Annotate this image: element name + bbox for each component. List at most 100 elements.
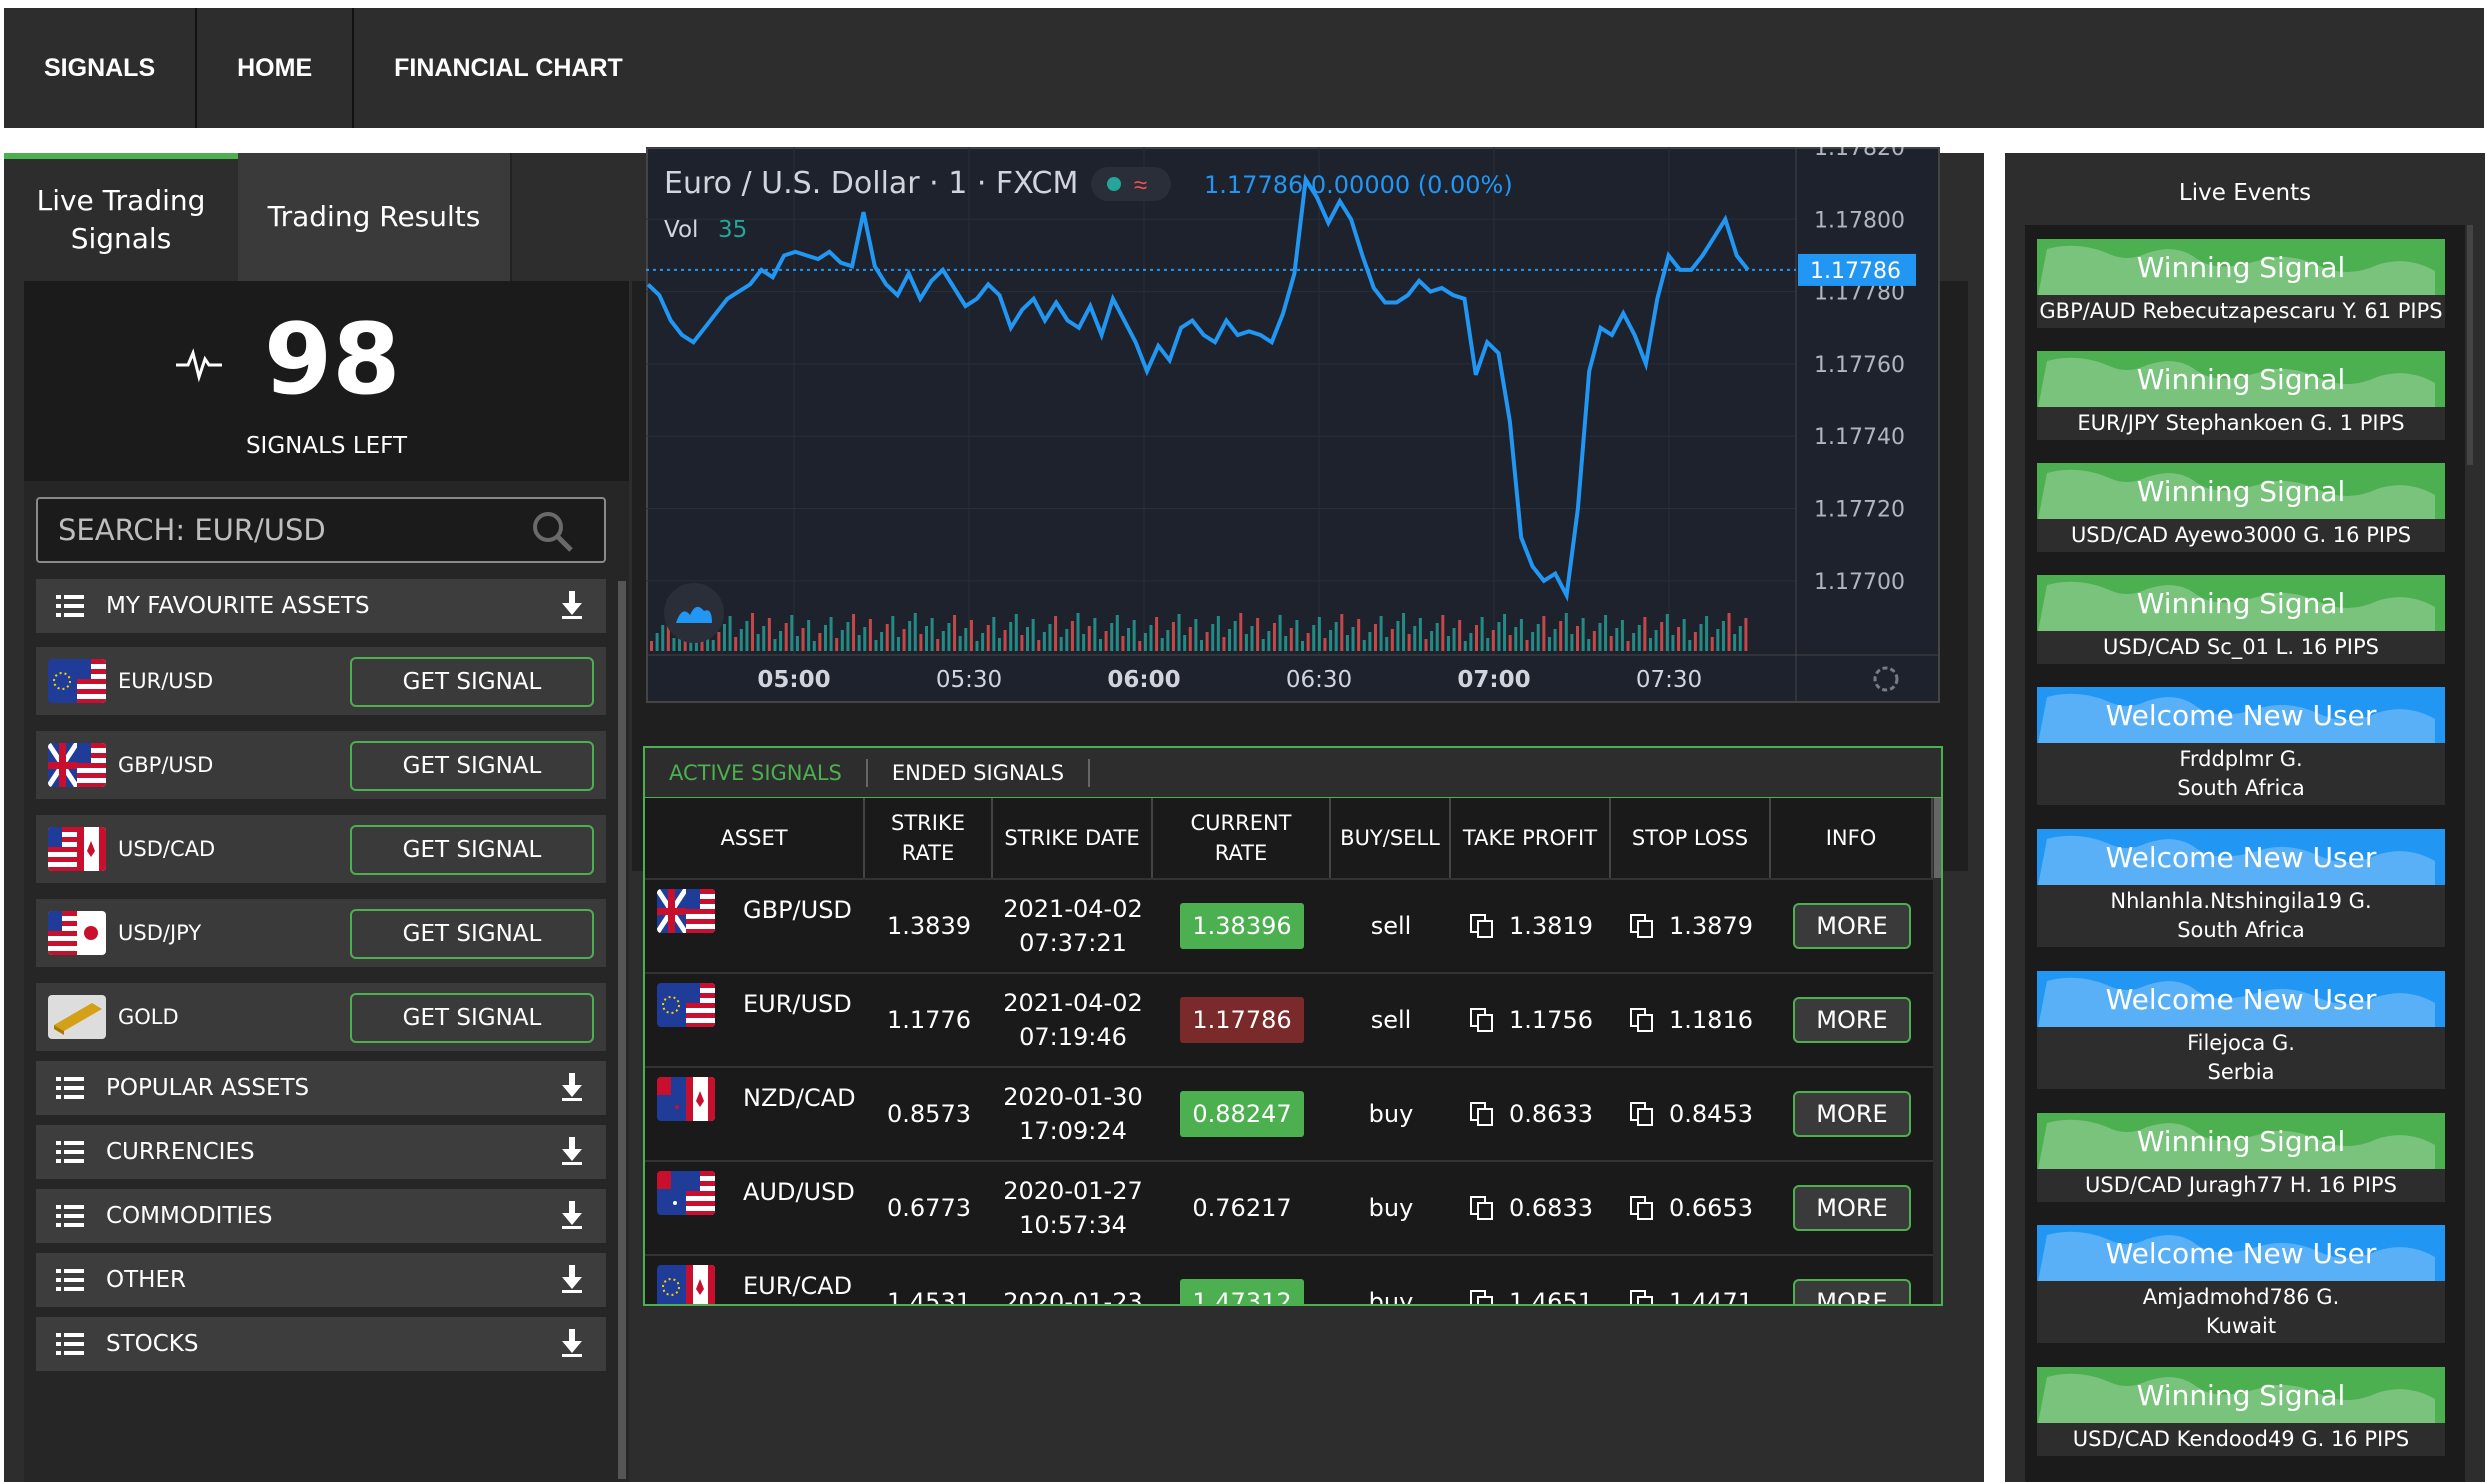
event-title-text: Welcome New User <box>2105 840 2377 874</box>
volume-bar <box>1604 615 1608 651</box>
buy-sell: buy <box>1368 1100 1414 1128</box>
search-input[interactable] <box>36 497 606 563</box>
volume-bar <box>1660 622 1664 651</box>
category-popular-assets[interactable]: POPULAR ASSETS <box>36 1061 606 1115</box>
asset-name: EUR/USD <box>743 990 852 1018</box>
cloud-icon <box>676 606 712 623</box>
event-title: Welcome New User <box>2037 687 2445 743</box>
strike-rate: 0.8573 <box>887 1100 971 1128</box>
get-signal-button[interactable]: GET SIGNAL <box>350 741 594 791</box>
stop-loss-value: 1.4471 <box>1669 1288 1753 1306</box>
volume-bar <box>1121 636 1125 651</box>
volume-bar <box>1637 625 1641 651</box>
left-scrollbar[interactable] <box>618 581 626 1479</box>
volume-bar <box>722 624 726 651</box>
market-status-pill[interactable] <box>1091 167 1171 201</box>
volume-bar <box>1272 623 1276 651</box>
new-user-event: Welcome New User Nhlanhla.Ntshingila19 G.… <box>2037 829 2445 947</box>
more-button[interactable]: MORE <box>1793 903 1911 949</box>
asset-row-eur-usd[interactable]: EUR/USD GET SIGNAL <box>36 647 606 715</box>
category-stocks[interactable]: STOCKS <box>36 1317 606 1371</box>
event-title: Winning Signal <box>2037 463 2445 519</box>
events-list: Winning Signal GBP/AUD Rebecutzapescaru Y… <box>2025 225 2465 1482</box>
volume-bar <box>1430 631 1434 651</box>
volume-bar <box>1424 639 1428 651</box>
eu-us-flag-icon <box>48 659 106 703</box>
event-detail: USD/CAD Kendood49 G. 16 PIPS <box>2072 1427 2410 1451</box>
asset-row-gold[interactable]: GOLD GET SIGNAL <box>36 983 606 1051</box>
more-button[interactable]: MORE <box>1793 997 1911 1043</box>
asset-name: GBP/USD <box>743 896 852 924</box>
volume-bar <box>1452 628 1456 651</box>
asset-row-gbp-usd[interactable]: GBP/USD GET SIGNAL <box>36 731 606 799</box>
asset-row-usd-jpy[interactable]: USD/JPY GET SIGNAL <box>36 899 606 967</box>
volume-bar <box>896 637 900 651</box>
volume-bar <box>941 631 945 651</box>
table-scrollbar[interactable] <box>1933 798 1941 1304</box>
volume-bar <box>1514 627 1518 651</box>
y-tick-label: 1.17760 <box>1814 353 1905 378</box>
copy-icon <box>1630 1102 1653 1126</box>
asset-row-usd-cad[interactable]: USD/CAD GET SIGNAL <box>36 815 606 883</box>
volume-bar <box>1042 632 1046 651</box>
world-map-decoration <box>2038 835 2435 885</box>
volume-bar <box>1519 619 1523 651</box>
more-button[interactable]: MORE <box>1793 1279 1911 1304</box>
info-cell: MORE <box>1771 1161 1933 1255</box>
get-signal-button[interactable]: GET SIGNAL <box>350 909 594 959</box>
category-currencies[interactable]: CURRENCIES <box>36 1125 606 1179</box>
volume-bar <box>1228 629 1232 651</box>
gear-icon[interactable] <box>1873 666 1899 692</box>
list-icon <box>56 1269 84 1291</box>
gb-us-flag-icon <box>48 743 106 787</box>
volume-bar <box>739 629 743 651</box>
y-tick-label: 1.17820 <box>1814 147 1905 161</box>
tab-active-signals[interactable]: ACTIVE SIGNALS <box>645 758 868 787</box>
x-tick-label: 05:00 <box>757 667 830 693</box>
scroll-thumb[interactable] <box>1934 798 1941 878</box>
events-scrollbar[interactable] <box>2467 225 2473 465</box>
current-rate-cell: 1.47312 <box>1153 1255 1331 1304</box>
tab-live-trading-signals[interactable]: Live Trading Signals <box>4 153 238 281</box>
volume-bar <box>1110 623 1114 651</box>
event-body: EUR/JPY Stephankoen G. 1 PIPS <box>2037 407 2445 440</box>
more-button[interactable]: MORE <box>1793 1185 1911 1231</box>
search-icon[interactable] <box>530 509 574 553</box>
tab-trading-results[interactable]: Trading Results <box>238 153 512 281</box>
volume-bar <box>807 620 811 651</box>
strike-date-day: 2020-01-27 <box>1003 1177 1143 1205</box>
nav-financial-chart[interactable]: FINANCIAL CHART <box>394 53 623 82</box>
volume-bar <box>997 638 1001 651</box>
volume-bar <box>1738 626 1742 651</box>
volume-bar <box>1306 633 1310 651</box>
world-map-decoration <box>2038 1373 2435 1423</box>
category-my-favourite-assets[interactable]: MY FAVOURITE ASSETS <box>36 579 606 633</box>
y-tick-label: 1.17740 <box>1814 425 1905 450</box>
tab-ended-signals[interactable]: ENDED SIGNALS <box>868 758 1091 787</box>
nav-home[interactable]: HOME <box>197 8 355 128</box>
us-ca-flag-icon <box>48 827 106 871</box>
volume-bar <box>986 625 990 651</box>
list-icon <box>56 1077 84 1099</box>
volume-bar <box>1418 618 1422 651</box>
category-commodities[interactable]: COMMODITIES <box>36 1189 606 1243</box>
more-button[interactable]: MORE <box>1793 1091 1911 1137</box>
volume-bar <box>852 614 856 651</box>
copy-icon <box>1470 1196 1493 1220</box>
nav-signals[interactable]: SIGNALS <box>4 8 198 128</box>
volume-bar <box>1340 614 1344 651</box>
get-signal-button[interactable]: GET SIGNAL <box>350 993 594 1043</box>
category-other[interactable]: OTHER <box>36 1253 606 1307</box>
volume-bar <box>1362 640 1366 651</box>
volume-bar <box>885 624 889 651</box>
winning-signal-event: Winning Signal USD/CAD Juragh77 H. 16 PIP… <box>2037 1113 2445 1202</box>
table-row: EUR/CAD 1.4531 2020-01-23 1.47312 buy 1.4651 1… <box>645 1254 1933 1306</box>
event-title: Winning Signal <box>2037 351 2445 407</box>
volume-bar <box>1570 634 1574 651</box>
volume-bar <box>1093 618 1097 651</box>
x-tick-label: 07:30 <box>1636 667 1702 693</box>
volume-bar <box>1475 625 1478 651</box>
get-signal-button[interactable]: GET SIGNAL <box>350 825 594 875</box>
get-signal-button[interactable]: GET SIGNAL <box>350 657 594 707</box>
volume-bar <box>1289 628 1293 651</box>
